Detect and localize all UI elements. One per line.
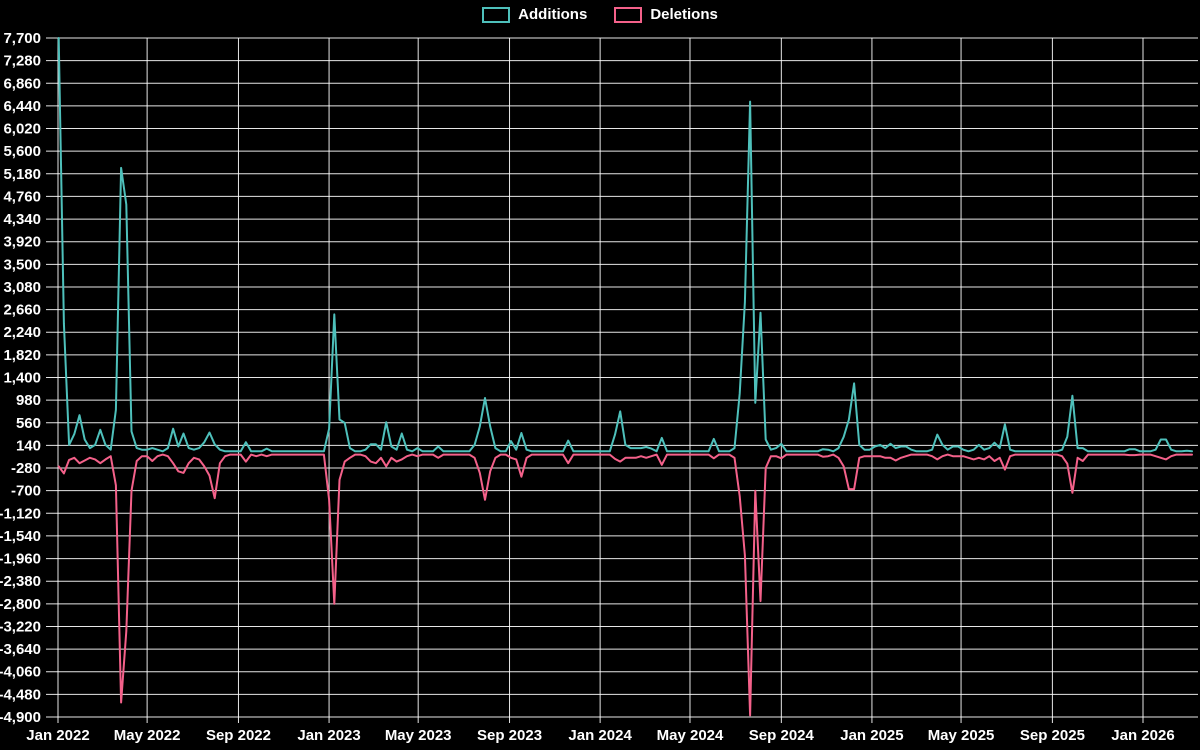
x-tick-label: Sep 2024 (749, 727, 815, 744)
x-tick-label: Jan 2022 (26, 727, 89, 744)
additions-swatch-icon (482, 6, 511, 23)
x-tick-label: Jan 2023 (297, 727, 360, 744)
y-tick-label: 140 (16, 437, 41, 454)
x-tick-label: May 2023 (385, 727, 452, 744)
y-tick-label: 980 (16, 392, 41, 409)
x-tick-label: Sep 2023 (477, 727, 542, 744)
y-tick-label: 4,340 (3, 211, 41, 228)
y-tick-label: 3,080 (3, 279, 41, 296)
y-tick-label: -4,480 (0, 686, 41, 703)
y-tick-label: -3,640 (0, 641, 41, 658)
y-tick-label: -4,900 (0, 709, 41, 726)
y-tick-label: 560 (16, 415, 41, 432)
y-tick-label: 2,660 (3, 302, 41, 319)
x-tick-label: May 2022 (114, 727, 181, 744)
x-tick-label: Jan 2024 (568, 727, 632, 744)
x-tick-label: Jan 2026 (1111, 727, 1174, 744)
deletions-line (57, 453, 1193, 717)
x-tick-label: May 2025 (928, 727, 995, 744)
y-tick-label: 5,180 (3, 166, 41, 183)
y-tick-label: 2,240 (3, 324, 41, 341)
y-tick-label: -280 (11, 460, 41, 477)
y-tick-label: 1,400 (3, 370, 41, 387)
x-tick-label: Sep 2025 (1020, 727, 1085, 744)
additions-line (57, 37, 1193, 453)
y-tick-label: 6,020 (3, 121, 41, 138)
y-tick-label: 3,920 (3, 234, 41, 251)
y-tick-label: 7,700 (3, 30, 41, 47)
legend-item-deletions[interactable]: Deletions (614, 6, 718, 23)
y-tick-label: 6,440 (3, 98, 41, 115)
y-tick-label: -1,120 (0, 505, 41, 522)
y-tick-label: -700 (11, 483, 41, 500)
y-tick-label: 3,500 (3, 256, 41, 273)
legend-label-deletions: Deletions (650, 6, 718, 23)
y-tick-label: -2,380 (0, 573, 41, 590)
y-tick-label: 6,860 (3, 75, 41, 92)
y-tick-label: -1,960 (0, 551, 41, 568)
y-tick-label: 5,600 (3, 143, 41, 160)
legend-label-additions: Additions (518, 6, 588, 23)
y-tick-label: -2,800 (0, 596, 41, 613)
y-tick-label: -4,060 (0, 664, 41, 681)
y-tick-label: 1,820 (3, 347, 41, 364)
x-tick-label: Sep 2022 (206, 727, 271, 744)
chart-legend: Additions Deletions (0, 6, 1200, 23)
legend-item-additions[interactable]: Additions (482, 6, 587, 23)
y-tick-label: -3,220 (0, 618, 41, 635)
y-tick-label: -1,540 (0, 528, 41, 545)
x-tick-label: May 2024 (657, 727, 724, 744)
x-tick-label: Jan 2025 (840, 727, 903, 744)
y-tick-label: 7,280 (3, 53, 41, 70)
y-tick-label: 4,760 (3, 188, 41, 205)
deletions-swatch-icon (614, 6, 643, 23)
